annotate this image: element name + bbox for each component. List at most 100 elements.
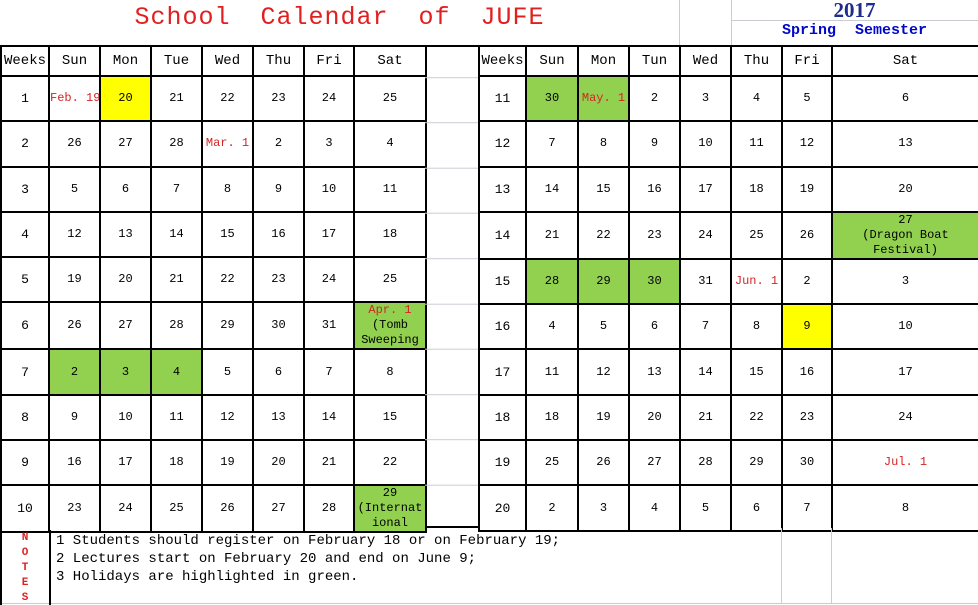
day-cell[interactable]: 26 [781,210,833,260]
day-cell[interactable]: 26 [577,439,630,487]
day-cell[interactable]: Feb. 19 [48,74,101,123]
day-cell[interactable]: 30 [628,257,681,306]
day-header[interactable]: Thu [730,45,783,77]
day-cell[interactable]: 25 [730,210,783,260]
day-cell[interactable]: 28 [150,120,203,168]
day-cell[interactable]: 24 [303,256,355,304]
day-cell[interactable]: 11 [525,348,579,396]
day-cell[interactable]: 7 [781,484,833,532]
day-cell[interactable]: 23 [781,393,833,442]
week-number-cell[interactable]: 11 [478,74,527,123]
week-number-cell[interactable]: 16 [478,303,527,351]
day-cell[interactable]: 9 [48,393,101,442]
day-cell[interactable]: 12 [48,210,101,259]
day-cell[interactable]: 23 [252,256,305,304]
day-cell[interactable]: 30 [252,301,305,351]
day-cell[interactable]: 28 [525,257,579,306]
week-number-cell[interactable]: 1 [0,74,50,123]
day-cell[interactable]: Apr. 1 (Tomb Sweeping [353,301,427,351]
day-cell[interactable]: 30 [525,74,579,123]
day-cell[interactable]: 23 [628,210,681,260]
day-header[interactable]: Fri [781,45,833,77]
day-cell[interactable]: 12 [781,120,833,168]
day-cell[interactable]: 4 [525,303,579,351]
day-cell[interactable]: 19 [48,256,101,304]
day-header[interactable]: Wed [201,45,254,77]
week-number-cell[interactable]: 18 [478,393,527,442]
day-cell[interactable]: 21 [525,210,579,260]
day-cell[interactable]: 14 [679,348,732,396]
day-cell[interactable]: 10 [679,120,732,168]
day-cell[interactable]: 18 [353,210,427,259]
day-cell[interactable]: 13 [628,348,681,396]
day-cell[interactable]: 27 (Dragon Boat Festival) [831,210,978,260]
day-cell[interactable]: 31 [303,301,355,351]
day-cell[interactable]: 2 [628,74,681,123]
day-cell[interactable]: 27 [99,120,152,168]
day-cell[interactable]: 18 [525,393,579,442]
day-header[interactable]: Sat [353,45,427,77]
day-cell[interactable]: 8 [353,348,427,396]
day-cell[interactable]: 16 [252,210,305,259]
day-header[interactable]: Sat [831,45,978,77]
day-cell[interactable]: 3 [831,257,978,306]
day-cell[interactable]: 10 [303,165,355,213]
day-cell[interactable]: 8 [831,484,978,532]
day-cell[interactable]: 13 [252,393,305,442]
day-cell[interactable]: 19 [577,393,630,442]
day-cell[interactable]: 6 [99,165,152,213]
day-cell[interactable]: 25 [150,484,203,534]
day-cell[interactable]: 18 [150,439,203,487]
day-cell[interactable]: 10 [99,393,152,442]
day-cell[interactable]: 27 [99,301,152,351]
day-cell[interactable]: 5 [201,348,254,396]
day-cell[interactable]: 17 [679,165,732,213]
week-number-cell[interactable]: 7 [0,348,50,396]
week-number-cell[interactable]: 8 [0,393,50,442]
day-cell[interactable]: 17 [831,348,978,396]
week-number-cell[interactable]: 6 [0,301,50,351]
day-cell[interactable]: 29 [730,439,783,487]
week-number-cell[interactable]: 10 [0,484,50,534]
day-cell[interactable]: 21 [303,439,355,487]
day-cell[interactable]: 6 [252,348,305,396]
week-number-cell[interactable]: 9 [0,439,50,487]
day-cell[interactable]: 20 [628,393,681,442]
day-cell[interactable]: 8 [201,165,254,213]
day-cell[interactable]: 27 [628,439,681,487]
day-cell[interactable]: 25 [525,439,579,487]
day-header[interactable]: Fri [303,45,355,77]
week-number-cell[interactable]: 4 [0,210,50,259]
day-cell[interactable]: 22 [577,210,630,260]
day-cell[interactable]: 5 [48,165,101,213]
day-cell[interactable]: 20 [99,74,152,123]
day-cell[interactable]: 14 [303,393,355,442]
day-cell[interactable]: 25 [353,74,427,123]
day-cell[interactable]: 5 [781,74,833,123]
week-number-cell[interactable]: 15 [478,257,527,306]
day-header[interactable]: Mon [99,45,152,77]
week-number-cell[interactable]: 17 [478,348,527,396]
day-cell[interactable]: 2 [48,348,101,396]
day-cell[interactable]: 3 [577,484,630,532]
day-cell[interactable]: 18 [730,165,783,213]
day-header[interactable]: Thu [252,45,305,77]
day-cell[interactable]: 15 [201,210,254,259]
day-cell[interactable]: 17 [99,439,152,487]
day-cell[interactable]: 19 [781,165,833,213]
day-cell[interactable]: 25 [353,256,427,304]
day-cell[interactable]: 3 [679,74,732,123]
day-cell[interactable]: 27 [252,484,305,534]
day-header[interactable]: Tue [150,45,203,77]
day-cell[interactable]: 9 [628,120,681,168]
day-cell[interactable]: 7 [303,348,355,396]
day-cell[interactable]: 29 [577,257,630,306]
day-cell[interactable]: 20 [831,165,978,213]
day-cell[interactable]: 31 [679,257,732,306]
day-cell[interactable]: 9 [252,165,305,213]
day-cell[interactable]: 2 [781,257,833,306]
day-cell[interactable]: 4 [628,484,681,532]
day-header[interactable]: Weeks [0,45,50,77]
day-cell[interactable]: 5 [679,484,732,532]
day-cell[interactable]: 24 [831,393,978,442]
